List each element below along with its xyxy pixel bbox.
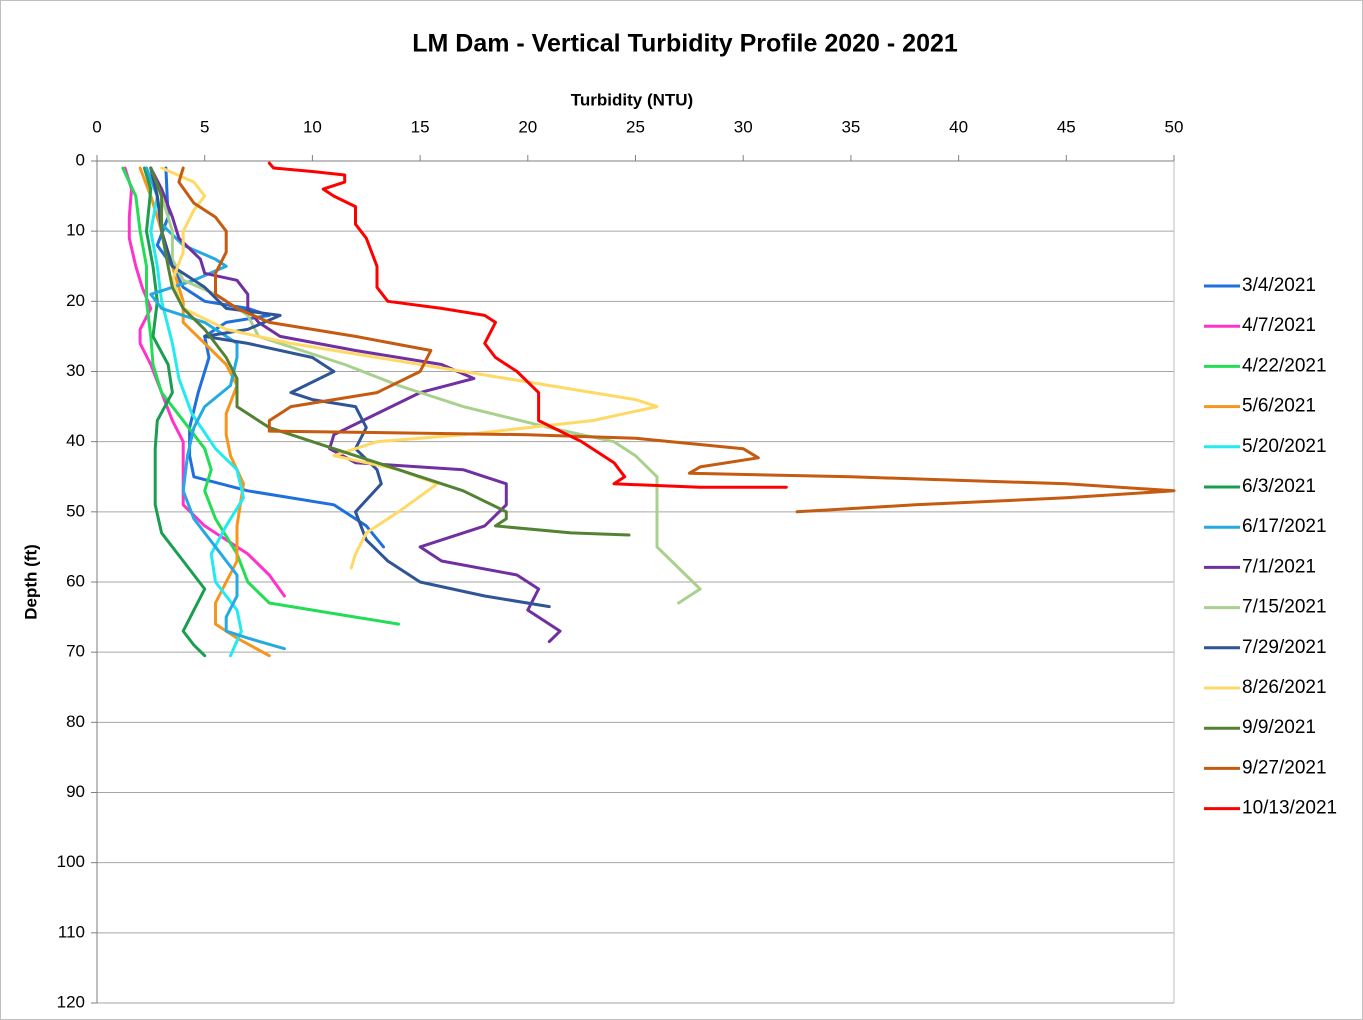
y-tick-label: 40 (66, 431, 85, 450)
legend-label: 7/29/2021 (1242, 637, 1327, 658)
y-tick-label: 80 (66, 712, 85, 731)
y-tick-label: 110 (58, 922, 85, 941)
series-line (149, 166, 551, 609)
legend-label: 4/22/2021 (1242, 355, 1327, 376)
x-tick-label: 15 (411, 117, 430, 136)
series-line (149, 166, 631, 537)
x-tick-label: 10 (303, 117, 322, 136)
legend-label: 6/17/2021 (1242, 516, 1327, 537)
series-line (142, 166, 207, 658)
y-tick-label: 30 (66, 361, 85, 380)
series-line (149, 166, 245, 658)
y-axis-label: Depth (ft) (21, 544, 40, 620)
legend-label: 9/9/2021 (1242, 717, 1316, 738)
y-tick-label: 10 (66, 221, 85, 240)
y-tick-label: 50 (66, 501, 85, 520)
y-tick-label: 90 (66, 782, 85, 801)
series-line (149, 166, 562, 644)
x-tick-label: 50 (1165, 117, 1184, 136)
x-axis-label: Turbidity (NTU) (571, 90, 693, 109)
x-tick-label: 35 (841, 117, 860, 136)
legend-label: 8/26/2021 (1242, 677, 1327, 698)
x-tick-label: 5 (200, 117, 209, 136)
legend-label: 7/1/2021 (1242, 556, 1316, 577)
y-tick-label: 120 (57, 992, 85, 1011)
x-tick-label: 40 (949, 117, 968, 136)
x-tick-label: 30 (734, 117, 753, 136)
series-line (145, 166, 286, 651)
x-tick-label: 0 (92, 117, 101, 136)
legend-label: 9/27/2021 (1242, 757, 1327, 778)
x-tick-label: 20 (518, 117, 537, 136)
y-tick-label: 0 (76, 150, 85, 169)
legend-label: 3/4/2021 (1242, 275, 1316, 296)
series-line (123, 166, 286, 598)
chart-title: LM Dam - Vertical Turbidity Profile 2020… (412, 30, 958, 58)
legend-label: 6/3/2021 (1242, 476, 1316, 497)
series-line (121, 166, 401, 626)
y-tick-label: 70 (66, 642, 85, 661)
legend-label: 4/7/2021 (1242, 315, 1316, 336)
y-tick-label: 20 (66, 291, 85, 310)
x-tick-label: 25 (626, 117, 645, 136)
series-line (177, 166, 1176, 514)
y-tick-label: 100 (57, 852, 85, 871)
legend-label: 7/15/2021 (1242, 597, 1327, 618)
series-line (149, 166, 702, 605)
legend-label: 10/13/2021 (1242, 798, 1337, 819)
legend-label: 5/6/2021 (1242, 396, 1316, 417)
series-line (267, 161, 788, 489)
legend-label: 5/20/2021 (1242, 436, 1327, 457)
y-tick-label: 60 (66, 571, 85, 590)
x-tick-label: 45 (1057, 117, 1076, 136)
